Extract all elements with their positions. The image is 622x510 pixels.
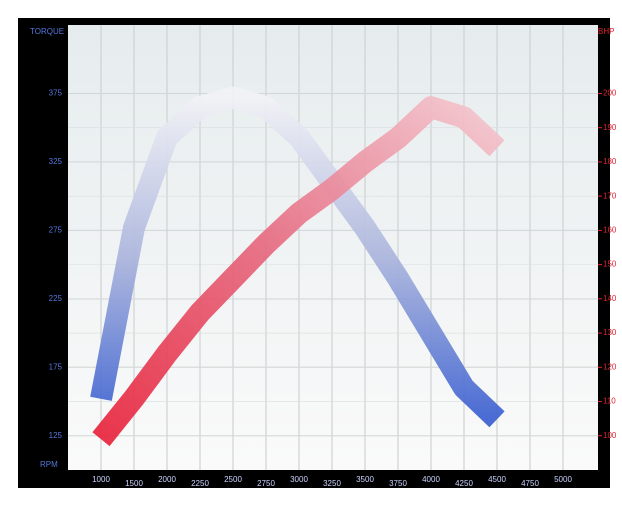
y2-tick-label: 160 (603, 225, 617, 234)
x-axis-label: RPM (40, 460, 58, 469)
x-tick-label: 1000 (92, 475, 110, 484)
x-tick-label: 2000 (158, 475, 176, 484)
plot-area (68, 25, 598, 470)
y2-tick-label: 150 (603, 260, 617, 269)
x-tick-label: 5000 (554, 475, 572, 484)
x-tick-label: 3750 (389, 479, 407, 488)
y-tick-label: 325 (49, 157, 63, 166)
y2-tick-label: 130 (603, 328, 617, 337)
y-tick-label: 275 (49, 225, 63, 234)
x-tick-label: 2500 (224, 475, 242, 484)
x-tick-label: 4000 (422, 475, 440, 484)
y-tick-label: 375 (49, 89, 63, 98)
x-tick-label: 4500 (488, 475, 506, 484)
y-tick-label: 225 (49, 294, 63, 303)
y2-axis-label: BHP (598, 27, 614, 36)
series-line (92, 96, 505, 447)
x-tick-label: 4250 (455, 479, 473, 488)
y-axis-label: TORQUE (30, 27, 64, 36)
x-tick-label: 3250 (323, 479, 341, 488)
y2-tick-label: 190 (603, 123, 617, 132)
y-tick-label: 125 (49, 431, 63, 440)
y2-tick-label: 180 (603, 157, 617, 166)
x-tick-label: 1500 (125, 479, 143, 488)
y2-tick-label: 120 (603, 362, 617, 371)
y2-tick-label: 140 (603, 294, 617, 303)
x-tick-label: 2750 (257, 479, 275, 488)
y2-tick-label: 200 (603, 89, 617, 98)
x-tick-label: 3000 (290, 475, 308, 484)
y2-tick-label: 100 (603, 431, 617, 440)
y2-tick-label: 170 (603, 191, 617, 200)
series-line (90, 86, 505, 428)
y-tick-label: 175 (49, 362, 63, 371)
x-tick-label: 2250 (191, 479, 209, 488)
y2-tick-label: 110 (603, 397, 616, 406)
x-tick-label: 3500 (356, 475, 374, 484)
x-tick-label: 4750 (521, 479, 539, 488)
